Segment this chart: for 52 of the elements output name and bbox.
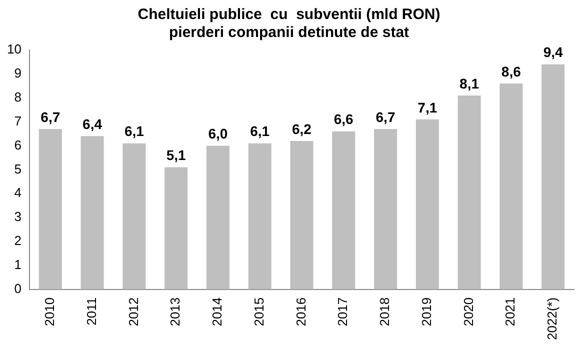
y-tick-label: 5 [14, 161, 22, 176]
x-tick-label: 2011 [84, 297, 99, 326]
bar [248, 143, 272, 290]
data-label: 6,6 [334, 111, 354, 128]
x-tick-label: 2019 [418, 297, 434, 326]
bar [416, 119, 439, 290]
y-tick-label: 6 [14, 137, 22, 152]
x-tick-label: 2015 [251, 297, 266, 326]
x-tick-label: 2012 [126, 297, 141, 326]
bar [374, 128, 398, 290]
data-label: 5,1 [166, 147, 186, 164]
data-label: 6,0 [208, 126, 228, 142]
data-label: 9,4 [543, 44, 563, 60]
bar [290, 140, 314, 290]
bar [206, 146, 230, 290]
data-label: 6,7 [40, 108, 60, 125]
x-tick-label: 2018 [377, 297, 392, 326]
x-tick-label: 2017 [335, 297, 350, 326]
x-tick-label: 2022(*) [544, 297, 560, 340]
x-tick-label: 2014 [210, 297, 225, 326]
bar [38, 128, 62, 290]
bar [542, 64, 565, 290]
x-tick-label: 2021 [502, 297, 518, 326]
bar [122, 143, 146, 290]
y-tick-label: 8 [14, 89, 22, 104]
y-tick-label: 0 [14, 280, 22, 296]
text: Cheltuieli publice cu subventii (mld RON) [138, 6, 440, 24]
data-label: 6,4 [82, 116, 102, 132]
y-tick-label: 1 [14, 257, 22, 272]
x-tick-label: 2010 [42, 297, 57, 326]
y-tick-label: 7 [14, 113, 22, 128]
y-tick-label: 10 [6, 42, 22, 57]
y-tick-label: 3 [14, 209, 22, 224]
bar [458, 95, 481, 290]
bar [332, 131, 356, 290]
data-label: 6,2 [292, 120, 312, 137]
bar [500, 84, 523, 290]
text: pierderi companii detinute de stat [168, 24, 410, 42]
y-tick-label: 9 [14, 66, 22, 81]
data-label: 6,7 [376, 108, 396, 125]
data-label: 8,1 [460, 75, 480, 92]
data-label: 8,6 [501, 63, 522, 80]
bar [80, 136, 104, 290]
data-label: 6,1 [250, 123, 270, 140]
y-tick-label: 2 [14, 233, 22, 248]
x-tick-label: 2013 [168, 297, 183, 326]
x-tick-label: 2020 [460, 297, 476, 326]
data-label: 6,1 [124, 123, 144, 140]
x-tick-label: 2016 [293, 297, 308, 326]
bar [164, 167, 188, 290]
data-label: 7,1 [418, 99, 438, 116]
y-tick-label: 4 [14, 185, 22, 200]
